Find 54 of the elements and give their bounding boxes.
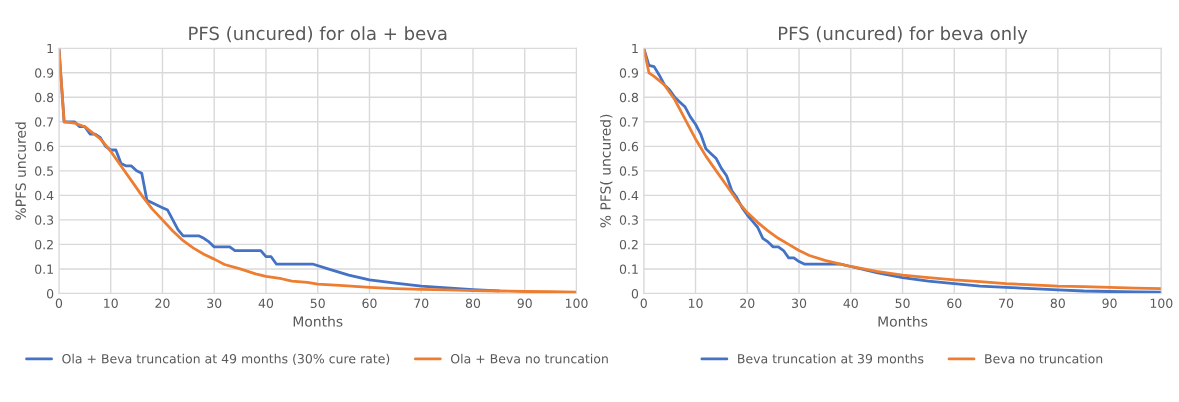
y-tick-label: 0.5 (619, 166, 638, 176)
y-tick-label: 0.7 (619, 117, 638, 127)
x-tick-label: 60 (362, 298, 377, 308)
legend-label: Beva truncation at 39 months (738, 353, 924, 364)
x-tick-label: 40 (843, 298, 858, 308)
y-tick-label: 0 (631, 288, 639, 299)
x-tick-label: 40 (258, 298, 274, 308)
x-tick-label: 100 (565, 298, 588, 308)
y-tick-label: 0.7 (35, 117, 54, 127)
x-tick-label: 50 (310, 298, 325, 308)
y-axis-title: %PFS uncured (15, 122, 26, 220)
y-tick-label: 0.3 (619, 215, 638, 225)
y-tick-label: 0.8 (35, 92, 54, 103)
chart-title: PFS (uncured) for ola + beva (189, 26, 447, 43)
y-tick-label: 0.9 (35, 68, 54, 78)
y-tick-label: 0 (46, 288, 54, 299)
x-tick-label: 90 (1102, 298, 1117, 308)
x-tick-label: 20 (155, 298, 170, 308)
y-tick-label: 0.6 (35, 141, 54, 152)
x-tick-label: 0 (640, 298, 647, 308)
y-axis-title: % PFS( uncured) (600, 114, 613, 228)
x-axis-title: Months (293, 315, 343, 327)
x-tick-label: 30 (792, 298, 807, 308)
y-tick-label: 0.1 (619, 264, 638, 274)
x-tick-label: 70 (999, 298, 1014, 308)
y-tick-label: 0.1 (35, 264, 53, 274)
x-tick-label: 10 (104, 298, 118, 308)
y-tick-label: 1 (47, 43, 53, 53)
x-tick-label: 10 (688, 298, 703, 308)
x-tick-label: 0 (55, 298, 63, 308)
x-tick-label: 70 (414, 298, 429, 308)
x-tick-label: 90 (517, 298, 532, 308)
y-tick-label: 0.6 (619, 141, 639, 152)
x-tick-label: 50 (895, 298, 910, 308)
x-tick-label: 80 (1050, 298, 1065, 308)
legend-label: Ola + Beva truncation at 49 months (30% cure rate) (62, 353, 390, 365)
y-tick-label: 0.4 (35, 190, 54, 201)
y-tick-label: 0.2 (35, 239, 53, 250)
x-tick-label: 30 (207, 298, 222, 308)
y-tick-label: 0.5 (35, 166, 53, 176)
chart-title: PFS (uncured) for beva only (778, 26, 1028, 44)
legend-label: Ola + Beva no truncation (450, 353, 608, 364)
y-tick-label: 0.8 (619, 92, 639, 103)
x-tick-label: 80 (465, 298, 481, 308)
x-tick-label: 60 (947, 298, 962, 308)
y-tick-label: 1 (632, 43, 638, 53)
x-tick-label: 20 (740, 298, 755, 308)
y-tick-label: 0.4 (619, 190, 639, 201)
legend-label: Beva no truncation (985, 353, 1103, 364)
x-axis-title: Months (878, 315, 928, 327)
y-tick-label: 0.9 (619, 68, 639, 78)
x-tick-label: 100 (1150, 298, 1173, 308)
y-tick-label: 0.2 (619, 239, 638, 250)
y-tick-label: 0.3 (35, 215, 54, 225)
